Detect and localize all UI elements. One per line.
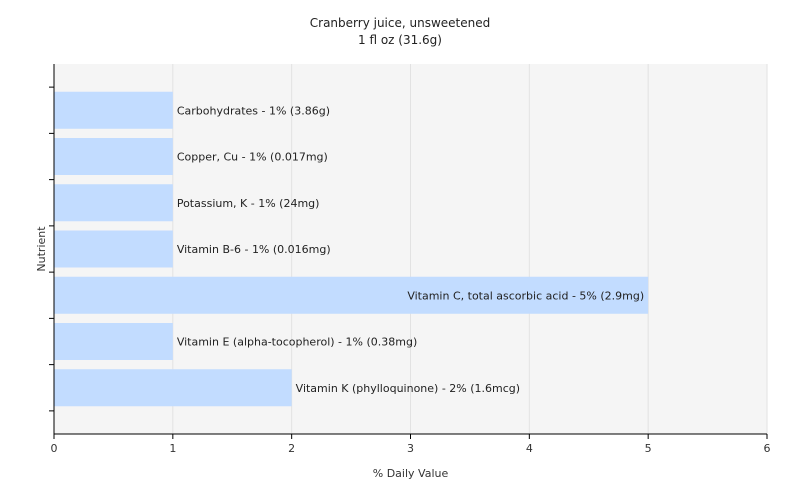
bar-label: Carbohydrates - 1% (3.86g) — [177, 104, 330, 117]
x-tick-label: 2 — [288, 442, 295, 455]
axes: 0 1 2 3 4 5 6 — [49, 64, 771, 455]
x-tick-label: 0 — [51, 442, 58, 455]
x-tick-label: 1 — [169, 442, 176, 455]
x-tick-label: 3 — [407, 442, 414, 455]
bars — [54, 91, 649, 407]
x-axis-label: % Daily Value — [373, 467, 449, 480]
bar — [54, 230, 173, 268]
bar-label: Copper, Cu - 1% (0.017mg) — [177, 151, 328, 164]
bar-label: Vitamin B-6 - 1% (0.016mg) — [177, 243, 331, 256]
chart-subtitle: 1 fl oz (31.6g) — [358, 33, 442, 47]
x-tick-label: 5 — [645, 442, 652, 455]
chart-title: Cranberry juice, unsweetened — [310, 16, 490, 30]
bar — [54, 184, 173, 222]
bar — [54, 276, 649, 314]
bar-label: Vitamin E (alpha-tocopherol) - 1% (0.38m… — [177, 336, 417, 349]
x-tick-label: 6 — [764, 442, 771, 455]
bar — [54, 138, 173, 175]
bar-label: Vitamin C, total ascorbic acid - 5% (2.9… — [407, 289, 644, 302]
bar-label: Potassium, K - 1% (24mg) — [177, 197, 320, 210]
bar — [54, 323, 173, 360]
bar-labels: Carbohydrates - 1% (3.86g) Copper, Cu - 1… — [177, 104, 644, 395]
x-tick-label: 4 — [526, 442, 533, 455]
bar — [54, 369, 292, 407]
bar — [54, 91, 173, 129]
bar-label: Vitamin K (phylloquinone) - 2% (1.6mcg) — [296, 382, 520, 395]
y-axis-label: Nutrient — [35, 226, 48, 272]
